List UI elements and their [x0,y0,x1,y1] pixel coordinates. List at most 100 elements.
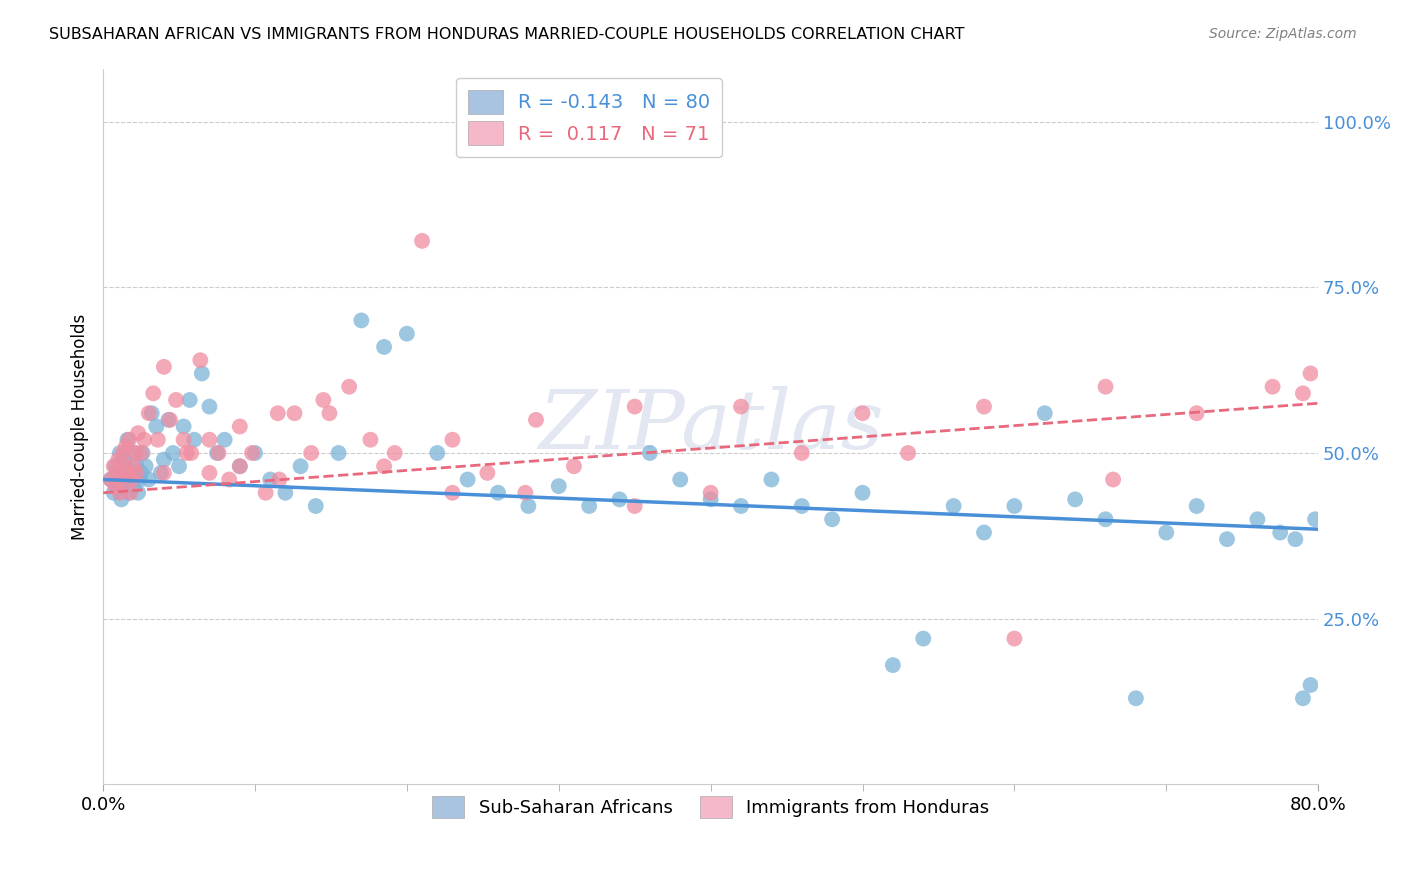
Point [142,386,165,401]
Point [547,479,569,493]
Point [124,446,146,460]
Point [135,459,157,474]
Point [790,499,813,513]
Point [107,466,129,480]
Point [524,413,547,427]
Point [141,406,163,420]
Point [1033,406,1056,420]
Point [188,353,211,368]
Point [127,485,149,500]
Point [107,452,129,467]
Point [426,446,449,460]
Point [100,473,122,487]
Point [305,499,328,513]
Point [1299,678,1322,692]
Point [790,446,813,460]
Point [180,446,202,460]
Point [103,459,125,474]
Point [457,473,479,487]
Point [229,459,252,474]
Text: SUBSAHARAN AFRICAN VS IMMIGRANTS FROM HONDURAS MARRIED-COUPLE HOUSEHOLDS CORRELA: SUBSAHARAN AFRICAN VS IMMIGRANTS FROM HO… [49,27,965,42]
Point [395,326,418,341]
Point [110,492,132,507]
Point [243,446,266,460]
Point [1284,532,1306,546]
Point [973,400,995,414]
Point [517,499,540,513]
Legend: Sub-Saharan Africans, Immigrants from Honduras: Sub-Saharan Africans, Immigrants from Ho… [425,789,997,825]
Point [411,234,433,248]
Point [214,433,236,447]
Point [183,433,205,447]
Point [229,419,252,434]
Point [851,406,873,420]
Point [173,433,195,447]
Point [118,485,141,500]
Point [1292,386,1315,401]
Point [1303,512,1326,526]
Point [373,340,395,354]
Point [153,452,176,467]
Text: ZIPatlas: ZIPatlas [538,386,883,467]
Point [117,433,139,447]
Point [145,419,167,434]
Point [176,446,198,460]
Point [104,479,127,493]
Point [125,459,148,474]
Point [1064,492,1087,507]
Point [191,367,214,381]
Point [515,485,537,500]
Point [1002,632,1025,646]
Point [578,499,600,513]
Point [146,433,169,447]
Point [173,419,195,434]
Point [638,446,661,460]
Point [730,499,752,513]
Point [1185,499,1208,513]
Point [1102,473,1125,487]
Point [1270,525,1292,540]
Point [122,479,145,493]
Point [103,485,125,500]
Point [125,466,148,480]
Y-axis label: Married-couple Households: Married-couple Households [72,313,89,540]
Point [100,473,122,487]
Point [477,466,499,480]
Point [111,446,134,460]
Point [218,473,240,487]
Point [373,459,395,474]
Point [1154,525,1177,540]
Point [1185,406,1208,420]
Point [149,466,172,480]
Point [384,446,406,460]
Point [283,406,305,420]
Point [259,473,281,487]
Point [942,499,965,513]
Point [290,459,312,474]
Point [882,658,904,673]
Point [669,473,692,487]
Point [105,466,128,480]
Point [229,459,252,474]
Point [350,313,373,327]
Point [274,485,297,500]
Point [111,473,134,487]
Point [1002,499,1025,513]
Point [318,406,340,420]
Point [205,446,228,460]
Point [851,485,873,500]
Point [337,380,360,394]
Point [699,492,721,507]
Point [110,473,132,487]
Point [129,466,152,480]
Point [179,392,201,407]
Point [562,459,585,474]
Point [165,392,187,407]
Point [486,485,509,500]
Point [897,446,920,460]
Point [1299,367,1322,381]
Point [108,485,131,500]
Point [159,413,181,427]
Point [609,492,631,507]
Point [104,459,127,474]
